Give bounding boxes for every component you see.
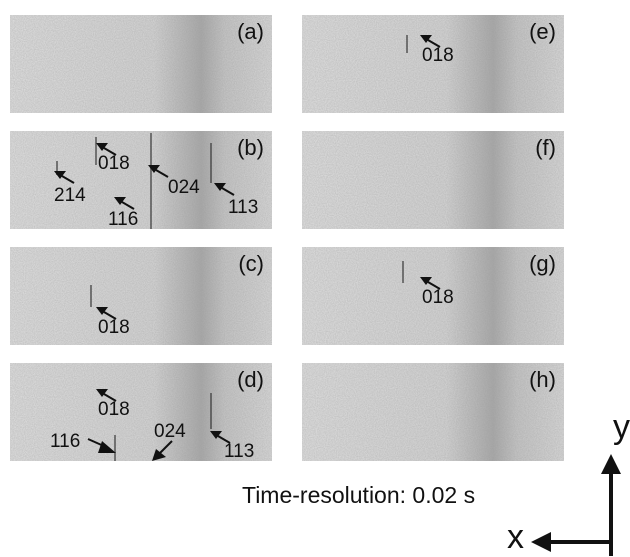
coordinate-axes: y x [505, 408, 630, 556]
reflection-label: 113 [228, 197, 259, 218]
arrow-icon [96, 389, 117, 402]
diffraction-streak [56, 161, 58, 175]
diffraction-streak [95, 137, 97, 165]
panel-e: (e) 018 [302, 15, 564, 113]
arrow-icon [114, 197, 135, 210]
arrow-icon [96, 307, 117, 320]
y-axis-label: y [613, 408, 630, 446]
panel-label: (g) [529, 251, 556, 276]
reflection-label: 018 [422, 287, 454, 308]
panel-label: (b) [237, 135, 264, 160]
panel-f: (f) [302, 131, 564, 229]
panel-texture [10, 131, 272, 229]
panel-texture [302, 131, 564, 229]
panel-h: (h) [302, 363, 564, 461]
reflection-label: 024 [168, 177, 200, 198]
diffraction-streak [90, 285, 92, 307]
panel-label: (e) [529, 19, 556, 44]
reflection-label: 113 [224, 441, 255, 461]
reflection-label: 214 [54, 185, 86, 206]
reflection-label: 116 [50, 431, 81, 452]
arrow-icon [54, 171, 75, 184]
panel-label: (d) [237, 367, 264, 392]
panel-texture [302, 247, 564, 345]
reflection-label: 018 [98, 399, 130, 420]
diffraction-streak [402, 261, 404, 283]
panel-label: (h) [529, 367, 556, 392]
panel-texture [10, 363, 272, 461]
reflection-label: 018 [98, 153, 130, 174]
panel-a: (a) [10, 15, 272, 113]
panel-label: (a) [237, 19, 264, 44]
diffraction-streak [210, 393, 212, 429]
arrow-icon [96, 143, 117, 156]
diffraction-streak [114, 435, 116, 461]
x-axis-label: x [507, 518, 524, 556]
arrow-icon [420, 35, 441, 48]
panel-label: (c) [238, 251, 264, 276]
panel-g: (g) 018 [302, 247, 564, 345]
reflection-label: 024 [154, 421, 186, 442]
panel-label: (f) [535, 135, 556, 160]
panel-texture [10, 15, 272, 113]
time-resolution-caption: Time-resolution: 0.02 s [242, 482, 476, 508]
reflection-label: 116 [108, 209, 139, 229]
diffraction-streak [406, 35, 408, 53]
arrow-icon [148, 165, 169, 178]
panel-texture [302, 363, 564, 461]
arrow-icon [420, 277, 441, 290]
panel-texture [10, 247, 272, 345]
diffraction-streak [150, 133, 152, 229]
arrow-icon [214, 183, 235, 196]
panel-c: (c) 018 [10, 247, 272, 345]
diffraction-streak [210, 143, 212, 183]
panel-texture [302, 15, 564, 113]
arrow-icon [210, 431, 231, 444]
reflection-label: 018 [422, 45, 454, 66]
panel-b: (b) 018 214 024 116 113 [10, 131, 272, 229]
reflection-label: 018 [98, 317, 130, 338]
axes-arrows-icon [531, 454, 621, 556]
panel-d: (d) 018 116 024 113 [10, 363, 272, 461]
arrow-icon [152, 440, 173, 461]
arrow-icon [87, 438, 116, 453]
